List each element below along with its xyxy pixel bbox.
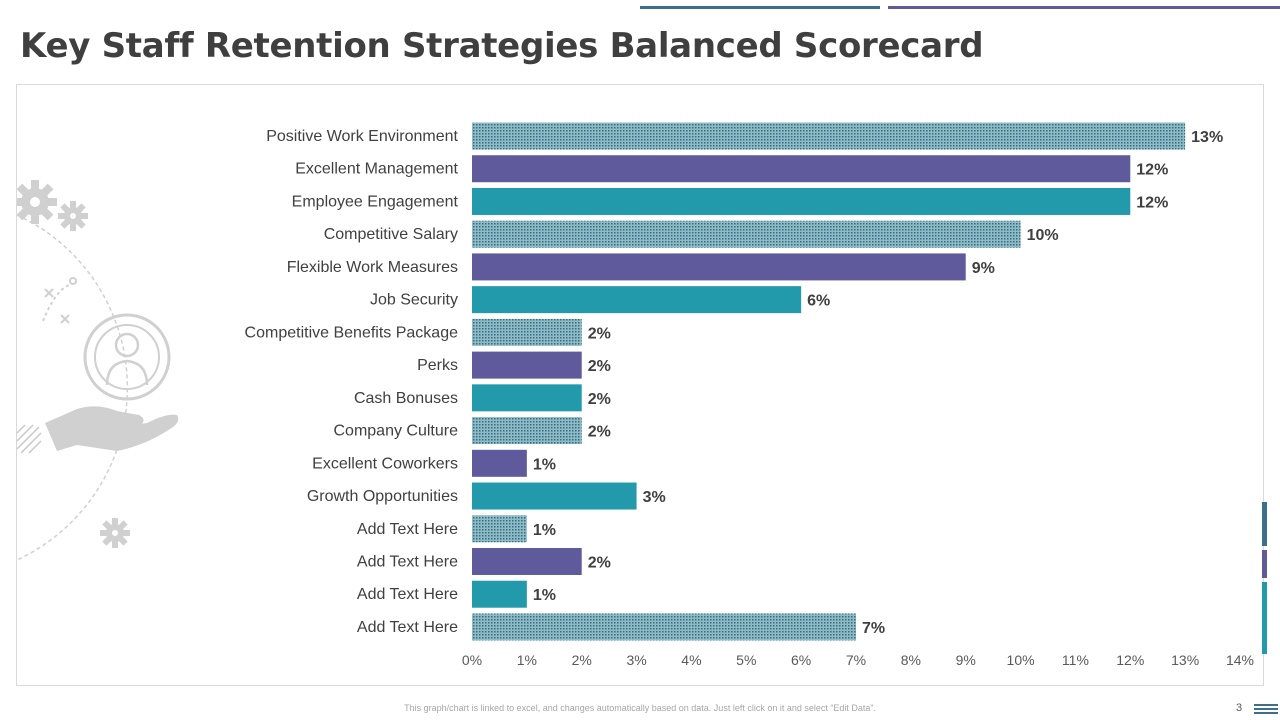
- retention-illustration: [17, 180, 179, 561]
- bar-company-culture[interactable]: [472, 417, 582, 445]
- x-tick-label: 3%: [626, 652, 646, 668]
- side-accent-bar-2: [1262, 550, 1267, 578]
- x-tick-label: 14%: [1226, 652, 1254, 668]
- category-label-competitive-salary: Competitive Salary: [324, 226, 458, 243]
- value-label: 2%: [588, 424, 611, 441]
- bar-positive-work-environment[interactable]: [472, 122, 1186, 150]
- bar-add-text-here[interactable]: [472, 613, 856, 641]
- category-label-job-security: Job Security: [370, 292, 458, 309]
- x-tick-label: 0%: [462, 652, 482, 668]
- cuff-stripes: [17, 424, 42, 454]
- side-accent-bar-1: [1262, 502, 1267, 546]
- category-label-add-text-here: Add Text Here: [357, 553, 458, 570]
- x-tick-label: 9%: [956, 652, 976, 668]
- hand-icon: [45, 406, 179, 451]
- value-label: 9%: [972, 260, 995, 277]
- bar-flexible-work-measures[interactable]: [472, 253, 966, 281]
- bar-competitive-salary[interactable]: [472, 220, 1021, 248]
- x-tick-label: 12%: [1116, 652, 1144, 668]
- value-label: 12%: [1136, 194, 1168, 211]
- bar-add-text-here[interactable]: [472, 580, 527, 608]
- category-label-excellent-management: Excellent Management: [295, 161, 458, 178]
- bar-competitive-benefits-package[interactable]: [472, 318, 582, 346]
- value-label: 7%: [862, 620, 885, 637]
- side-accent-bar-3: [1262, 582, 1267, 654]
- category-label-add-text-here: Add Text Here: [357, 586, 458, 603]
- bar-growth-opportunities[interactable]: [472, 482, 637, 510]
- value-label: 2%: [588, 554, 611, 571]
- value-label: 10%: [1027, 227, 1059, 244]
- value-label: 2%: [588, 325, 611, 342]
- dashed-arc: [17, 214, 129, 561]
- page-lines-icon: [1254, 704, 1278, 714]
- category-label-add-text-here: Add Text Here: [357, 521, 458, 538]
- x-tick-label: 5%: [736, 652, 756, 668]
- category-label-employee-engagement: Employee Engagement: [292, 193, 459, 210]
- top-accent-line-2: [888, 6, 1280, 9]
- value-label: 13%: [1191, 129, 1223, 146]
- x-tick-label: 8%: [901, 652, 921, 668]
- x-axis: 0% 1% 2% 3% 4% 5% 6% 7% 8% 9% 10% 11% 12% 13% 14%: [462, 652, 1254, 668]
- employee-icon: [83, 313, 171, 401]
- bar-cash-bonuses[interactable]: [472, 384, 582, 412]
- bar-add-text-here[interactable]: [472, 547, 582, 575]
- value-label: 1%: [533, 587, 556, 604]
- category-label-cash-bonuses: Cash Bonuses: [354, 390, 458, 407]
- category-label-add-text-here: Add Text Here: [357, 619, 458, 636]
- value-label: 3%: [643, 489, 666, 506]
- value-label: 1%: [533, 456, 556, 473]
- category-label-growth-opportunities: Growth Opportunities: [307, 488, 458, 505]
- value-label: 2%: [588, 358, 611, 375]
- category-label-flexible-work-measures: Flexible Work Measures: [287, 259, 458, 276]
- bar-excellent-coworkers[interactable]: [472, 449, 527, 477]
- page-number: 3: [1236, 702, 1243, 714]
- x-tick-label: 7%: [846, 652, 866, 668]
- x-tick-label: 1%: [517, 652, 537, 668]
- bar-job-security[interactable]: [472, 286, 802, 314]
- x-tick-label: 10%: [1007, 652, 1035, 668]
- category-label-competitive-benefits-package: Competitive Benefits Package: [245, 324, 459, 341]
- top-accent-line-1: [640, 6, 880, 9]
- bar-perks[interactable]: [472, 351, 582, 379]
- footer-note: This graph/chart is linked to excel, and…: [404, 703, 876, 713]
- category-label-perks: Perks: [417, 357, 458, 374]
- value-label: 12%: [1136, 162, 1168, 179]
- bar-excellent-management[interactable]: [472, 155, 1131, 183]
- gear-icon: [58, 201, 88, 231]
- category-label-positive-work-environment: Positive Work Environment: [266, 128, 458, 145]
- gear-icon: [17, 180, 57, 224]
- value-label: 6%: [807, 293, 830, 310]
- bar-chart: Positive Work Environment 13% Excellent Ma…: [17, 122, 1254, 668]
- value-label: 2%: [588, 391, 611, 408]
- x-tick-label: 6%: [791, 652, 811, 668]
- chart-container: Positive Work Environment 13% Excellent Ma…: [16, 84, 1264, 686]
- x-tick-label: 11%: [1062, 652, 1089, 668]
- category-label-excellent-coworkers: Excellent Coworkers: [312, 455, 458, 472]
- x-tick-label: 2%: [572, 652, 592, 668]
- bar-add-text-here[interactable]: [472, 515, 527, 543]
- gear-icon: [100, 518, 130, 548]
- page-title: Key Staff Retention Strategies Balanced …: [20, 26, 984, 66]
- bars-layer: Positive Work Environment 13% Excellent Ma…: [245, 122, 1223, 641]
- strategy-play-icon: [42, 277, 77, 324]
- value-label: 1%: [533, 522, 556, 539]
- category-label-company-culture: Company Culture: [334, 423, 459, 440]
- x-tick-label: 4%: [681, 652, 701, 668]
- x-tick-label: 13%: [1171, 652, 1199, 668]
- bar-employee-engagement[interactable]: [472, 187, 1131, 215]
